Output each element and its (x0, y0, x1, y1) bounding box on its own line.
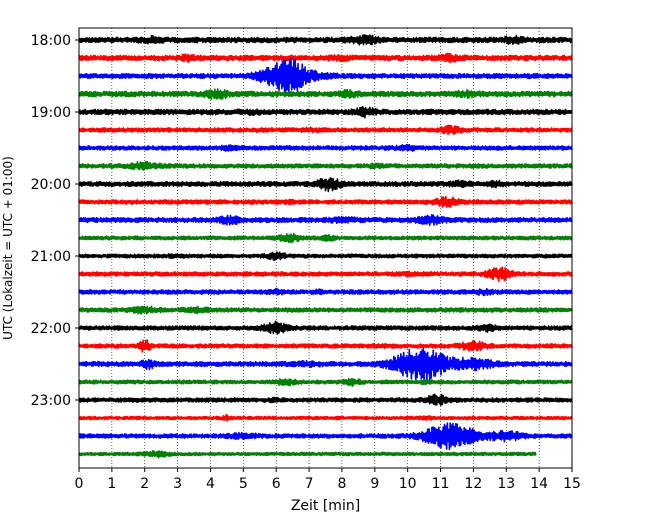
x-tick-label-4: 4 (206, 476, 215, 492)
x-tick-label-5: 5 (239, 476, 248, 492)
trace-2115 (78, 266, 573, 283)
trace-2130 (78, 287, 573, 297)
trace-2030 (78, 214, 573, 227)
grid-lines (111, 28, 540, 468)
y-axis-ticks: 18:00 19:00 20:00 21:00 22:00 23:00 (31, 33, 79, 409)
x-tick-label-11: 11 (432, 476, 450, 492)
y-tick-label-2000: 20:00 (31, 177, 71, 193)
trace-2330 (78, 422, 573, 451)
x-tick-label-2: 2 (140, 476, 149, 492)
x-tick-label-12: 12 (464, 476, 482, 492)
plot-frame (78, 27, 573, 469)
trace-2015 (78, 195, 573, 208)
trace-1800 (78, 34, 573, 46)
x-tick-label-6: 6 (272, 476, 281, 492)
trace-1930 (78, 143, 573, 152)
trace-2000 (78, 177, 573, 193)
y-tick-label-1800: 18:00 (31, 33, 71, 49)
x-axis-ticks: 0 1 2 3 4 5 6 7 8 9 10 11 12 13 14 15 (75, 468, 581, 492)
trace-1900 (78, 106, 573, 119)
x-tick-label-9: 9 (370, 476, 379, 492)
trace-2215 (78, 339, 573, 353)
trace-2300 (78, 393, 573, 407)
y-axis-label: UTC (Lokalzeit = UTC + 01:00) (1, 156, 15, 340)
trace-2100 (78, 251, 573, 261)
x-tick-label-8: 8 (337, 476, 346, 492)
trace-2315 (78, 413, 573, 422)
trace-2230 (78, 346, 573, 382)
x-tick-label-0: 0 (75, 476, 84, 492)
x-tick-label-1: 1 (107, 476, 116, 492)
y-tick-label-1900: 19:00 (31, 105, 71, 121)
trace-1945 (78, 160, 573, 171)
trace-2200 (78, 320, 573, 335)
x-tick-label-13: 13 (497, 476, 515, 492)
trace-2245 (78, 377, 573, 388)
y-tick-label-2200: 22:00 (31, 321, 71, 337)
trace-1815 (78, 52, 573, 64)
y-tick-label-2100: 21:00 (31, 249, 71, 265)
trace-2145 (78, 305, 573, 315)
x-tick-label-7: 7 (305, 476, 314, 492)
x-axis-label: Zeit [min] (291, 498, 360, 514)
trace-2345 (78, 450, 537, 459)
trace-2045 (78, 232, 573, 244)
trace-1915 (78, 124, 573, 136)
y-tick-label-2300: 23:00 (31, 393, 71, 409)
x-tick-label-14: 14 (530, 476, 548, 492)
x-tick-label-3: 3 (173, 476, 182, 492)
seismogram-traces (78, 34, 573, 459)
x-tick-label-10: 10 (399, 476, 417, 492)
trace-1845 (78, 88, 573, 100)
trace-1830 (78, 57, 573, 94)
x-tick-label-15: 15 (563, 476, 581, 492)
